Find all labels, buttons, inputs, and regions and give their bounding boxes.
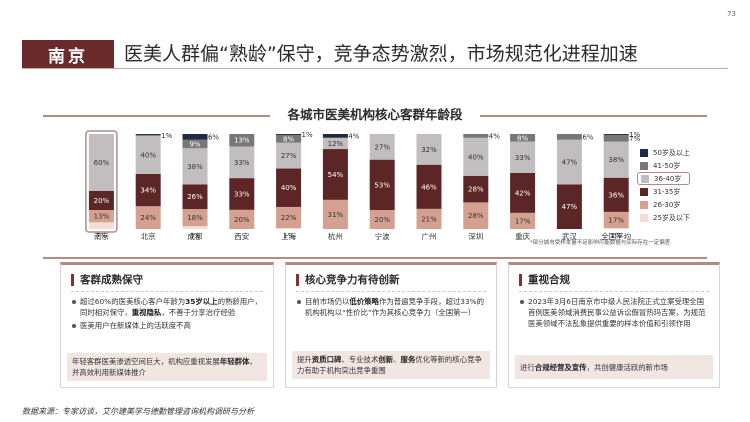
card-body: 超过60%的医美核心客户年龄为35岁以上的熟龄用户，同时相对保守，重视隐私，不善…	[71, 296, 265, 333]
text-run: ，并高效利用新媒体推介	[72, 357, 257, 377]
legend-item: 25岁及以下	[637, 211, 690, 224]
card-title: 核心竞争力有待创新	[305, 274, 400, 286]
text-run: 年轻客群医美渗透空间巨大，机构应重视发展	[72, 357, 220, 366]
emphasis-text: 年轻群体	[219, 357, 250, 366]
data-source: 数据来源：专家访谈，艾尔建美学与德勤管理咨询机构调研与分析	[22, 407, 254, 416]
emphasis-text: 重视隐私	[131, 308, 162, 317]
chart-footnote: *部分城市受样本量不足影响可能数据与实际存在一定偏差	[530, 240, 671, 246]
legend-label: 26-30岁	[653, 200, 681, 209]
legend-swatch	[640, 161, 648, 170]
emphasis-text: 资质口碑	[311, 355, 342, 364]
chart-title: 各城市医美机构核心客群年龄段	[270, 106, 480, 124]
text-run: 、专业技术	[341, 355, 379, 364]
legend-label: 31-35岁	[653, 187, 681, 196]
legend-label: 50岁及以上	[653, 148, 690, 157]
emphasis-text: 合规经营及宣传	[534, 362, 587, 372]
card-title: 重视合规	[528, 274, 570, 286]
card-divider	[519, 291, 709, 292]
bullet-item: 医美用户在新媒体上的活跃度不高	[71, 320, 265, 331]
text-run: 提升	[297, 355, 312, 364]
page-title: 医美人群偏“熟龄”保守，竞争态势激烈，市场规范化进程加速	[124, 43, 638, 65]
bullet-item: 目前市场仍以低价策略作为普遍竞争手段，超过33%的机构机构以“性价比”作为其核心…	[296, 296, 488, 318]
text-run: 目前市场仍以	[305, 297, 350, 306]
card-body: 目前市场仍以低价策略作为普遍竞争手段，超过33%的机构机构以“性价比”作为其核心…	[296, 296, 488, 320]
text-run: ，共创健康活跃的新市场	[586, 362, 668, 372]
page-number: 73	[727, 10, 736, 18]
emphasis-text: 服务	[400, 355, 416, 364]
bullet-item: 2023年3月6日南京市中级人民法院正式立案受理全国首例医美领域消费民事公益诉讼…	[519, 296, 711, 329]
legend-item: 31-35岁	[637, 185, 690, 198]
legend-swatch	[640, 213, 648, 222]
text-run: 进行	[520, 362, 535, 372]
card-accent-bar	[71, 273, 74, 286]
legend-item: 26-30岁	[637, 198, 690, 211]
card-compliance: 重视合规 2023年3月6日南京市中级人民法院正式立案受理全国首例医美领域消费民…	[508, 262, 720, 388]
card-conclusion: 进行 合规经营及宣传 ，共创健康活跃的新市场	[515, 355, 713, 379]
card-accent-bar	[296, 273, 299, 286]
text-run: 、	[393, 355, 401, 364]
card-body: 2023年3月6日南京市中级人民法院正式立案受理全国首例医美领域消费民事公益诉讼…	[519, 296, 711, 331]
city-tag: 南京	[22, 40, 114, 68]
legend-label: 41-50岁	[653, 161, 681, 170]
card-divider	[71, 291, 263, 292]
emphasis-text: 低价策略	[349, 297, 379, 306]
emphasis-text: 35岁以上	[185, 297, 218, 306]
card-title: 客群成熟保守	[80, 274, 143, 286]
legend-item: 36-40岁	[637, 172, 690, 185]
legend-swatch	[640, 148, 648, 157]
header-divider	[22, 68, 728, 69]
text-run: ，不善于分享治疗经验	[161, 308, 236, 317]
legend-swatch	[640, 187, 648, 196]
card-accent-bar	[519, 273, 522, 286]
text-run: 的熟龄用户，同时相对保守，	[80, 297, 262, 317]
bullet-item: 超过60%的医美核心客户年龄为35岁以上的熟龄用户，同时相对保守，重视隐私，不善…	[71, 296, 265, 318]
chart-legend: 50岁及以上 41-50岁 36-40岁 31-35岁 26-30岁 25岁及以下	[637, 146, 690, 224]
text-run: 作为普遍竞争手段，超过33%的机构机构以“性价比”作为其核心竞争力（全国第一）	[305, 297, 485, 317]
text-run: 优化等新的核心竞争力有助于机构突出竞争重围	[297, 355, 482, 375]
card-mature-customers: 客群成熟保守 超过60%的医美核心客户年龄为35岁以上的熟龄用户，同时相对保守，…	[60, 262, 274, 388]
text-run: 2023年3月6日南京市中级人民法院正式立案受理全国首例医美领域消费民事公益诉讼…	[528, 297, 706, 328]
card-competition: 核心竞争力有待创新 目前市场仍以低价策略作为普遍竞争手段，超过33%的机构机构以…	[285, 262, 497, 388]
legend-item: 50岁及以上	[637, 146, 690, 159]
card-conclusion: 提升资质口碑、专业技术创新、服务优化等新的核心竞争力有助于机构突出竞争重围	[292, 351, 490, 379]
text-run: 超过60%的医美核心客户年龄为	[80, 297, 186, 306]
legend-label: 36-40岁	[654, 174, 682, 183]
legend-swatch	[640, 200, 648, 209]
text-run: 医美用户在新媒体上的活跃度不高	[80, 321, 191, 330]
legend-item: 41-50岁	[637, 159, 690, 172]
legend-label: 25岁及以下	[653, 213, 690, 222]
card-conclusion: 年轻客群医美渗透空间巨大，机构应重视发展年轻群体，并高效利用新媒体推介	[67, 353, 267, 381]
card-divider	[296, 291, 486, 292]
legend-swatch	[641, 174, 649, 183]
emphasis-text: 创新	[378, 355, 394, 364]
